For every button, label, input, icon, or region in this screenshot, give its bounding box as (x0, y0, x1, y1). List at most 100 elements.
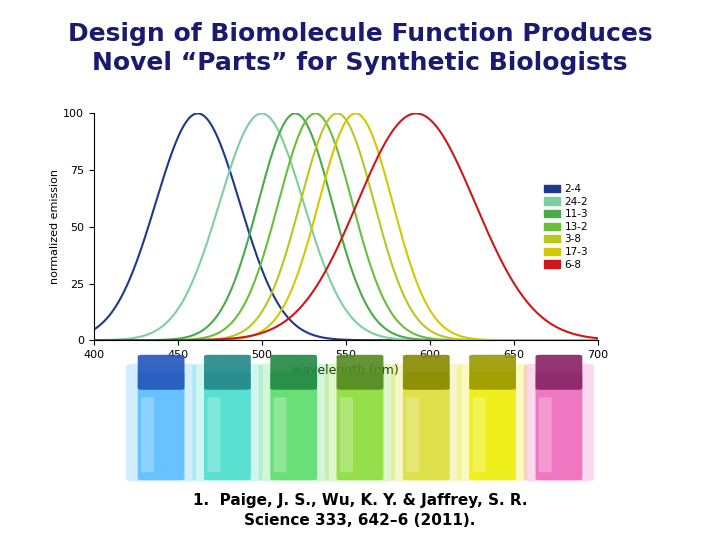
Legend: 2-4, 24-2, 11-3, 13-2, 3-8, 17-3, 6-8: 2-4, 24-2, 11-3, 13-2, 3-8, 17-3, 6-8 (539, 180, 593, 274)
FancyBboxPatch shape (340, 397, 353, 472)
11-3 (291, 110, 300, 117)
FancyBboxPatch shape (469, 372, 516, 480)
Text: Design of Biomolecule Function Produces
Novel “Parts” for Synthetic Biologists: Design of Biomolecule Function Produces … (68, 22, 652, 75)
3-8 (487, 337, 495, 343)
24-2 (89, 337, 98, 343)
FancyBboxPatch shape (138, 355, 184, 390)
FancyBboxPatch shape (192, 363, 263, 482)
3-8 (89, 337, 98, 343)
2-4 (321, 335, 330, 341)
Line: 24-2: 24-2 (94, 113, 598, 340)
24-2 (593, 337, 602, 343)
FancyBboxPatch shape (336, 372, 383, 480)
FancyBboxPatch shape (523, 363, 594, 482)
2-4 (579, 337, 588, 343)
2-4 (115, 298, 124, 304)
FancyBboxPatch shape (469, 355, 516, 390)
24-2 (487, 337, 495, 343)
FancyBboxPatch shape (403, 355, 450, 390)
X-axis label: wavelength (nm): wavelength (nm) (292, 364, 399, 377)
FancyBboxPatch shape (204, 372, 251, 480)
11-3 (115, 337, 124, 343)
FancyBboxPatch shape (536, 355, 582, 390)
FancyBboxPatch shape (138, 372, 184, 480)
3-8 (333, 110, 341, 117)
FancyBboxPatch shape (472, 397, 485, 472)
3-8 (115, 337, 124, 343)
17-3 (115, 337, 124, 343)
6-8 (487, 235, 495, 242)
2-4 (335, 336, 343, 343)
24-2 (579, 337, 588, 343)
6-8 (412, 110, 420, 117)
6-8 (334, 242, 343, 248)
Line: 6-8: 6-8 (94, 113, 598, 340)
FancyBboxPatch shape (336, 355, 383, 390)
24-2 (321, 266, 330, 272)
3-8 (579, 337, 588, 343)
2-4 (194, 110, 202, 117)
24-2 (335, 295, 343, 302)
24-2 (579, 337, 588, 343)
FancyBboxPatch shape (325, 363, 395, 482)
17-3 (579, 337, 588, 343)
2-4 (487, 337, 495, 343)
13-2 (115, 337, 124, 343)
Y-axis label: normalized emission: normalized emission (50, 170, 60, 284)
13-2 (579, 337, 588, 343)
3-8 (579, 337, 588, 343)
24-2 (115, 336, 124, 343)
13-2 (593, 337, 602, 343)
17-3 (351, 110, 360, 117)
3-8 (335, 110, 343, 117)
2-4 (89, 327, 98, 333)
17-3 (593, 337, 602, 343)
6-8 (579, 333, 588, 339)
FancyBboxPatch shape (539, 397, 552, 472)
11-3 (593, 337, 602, 343)
FancyBboxPatch shape (207, 397, 220, 472)
6-8 (321, 268, 330, 275)
17-3 (321, 175, 330, 181)
11-3 (89, 337, 98, 343)
24-2 (257, 110, 266, 117)
6-8 (89, 337, 98, 343)
13-2 (487, 337, 495, 343)
11-3 (579, 337, 588, 343)
6-8 (579, 333, 588, 340)
FancyBboxPatch shape (270, 355, 317, 390)
13-2 (311, 110, 320, 117)
FancyBboxPatch shape (270, 372, 317, 480)
3-8 (321, 122, 330, 128)
FancyBboxPatch shape (126, 363, 196, 482)
FancyBboxPatch shape (141, 397, 154, 472)
17-3 (487, 336, 495, 343)
FancyBboxPatch shape (204, 355, 251, 390)
FancyBboxPatch shape (274, 397, 287, 472)
13-2 (321, 119, 330, 125)
17-3 (334, 133, 343, 139)
Line: 17-3: 17-3 (94, 113, 598, 340)
17-3 (579, 337, 588, 343)
11-3 (487, 337, 495, 343)
2-4 (593, 337, 602, 343)
FancyBboxPatch shape (403, 372, 450, 480)
13-2 (579, 337, 588, 343)
FancyBboxPatch shape (457, 363, 528, 482)
FancyBboxPatch shape (391, 363, 462, 482)
11-3 (335, 224, 343, 231)
FancyBboxPatch shape (258, 363, 329, 482)
6-8 (115, 337, 124, 343)
FancyBboxPatch shape (406, 397, 419, 472)
17-3 (89, 337, 98, 343)
Line: 2-4: 2-4 (94, 113, 598, 340)
2-4 (579, 337, 588, 343)
11-3 (321, 175, 330, 181)
11-3 (579, 337, 588, 343)
3-8 (593, 337, 602, 343)
Line: 13-2: 13-2 (94, 113, 598, 340)
Text: 1.  Paige, J. S., Wu, K. Y. & Jaffrey, S. R.
Science 333, 642–6 (2011).: 1. Paige, J. S., Wu, K. Y. & Jaffrey, S.… (193, 493, 527, 528)
FancyBboxPatch shape (536, 372, 582, 480)
Line: 3-8: 3-8 (94, 113, 598, 340)
6-8 (593, 335, 602, 341)
